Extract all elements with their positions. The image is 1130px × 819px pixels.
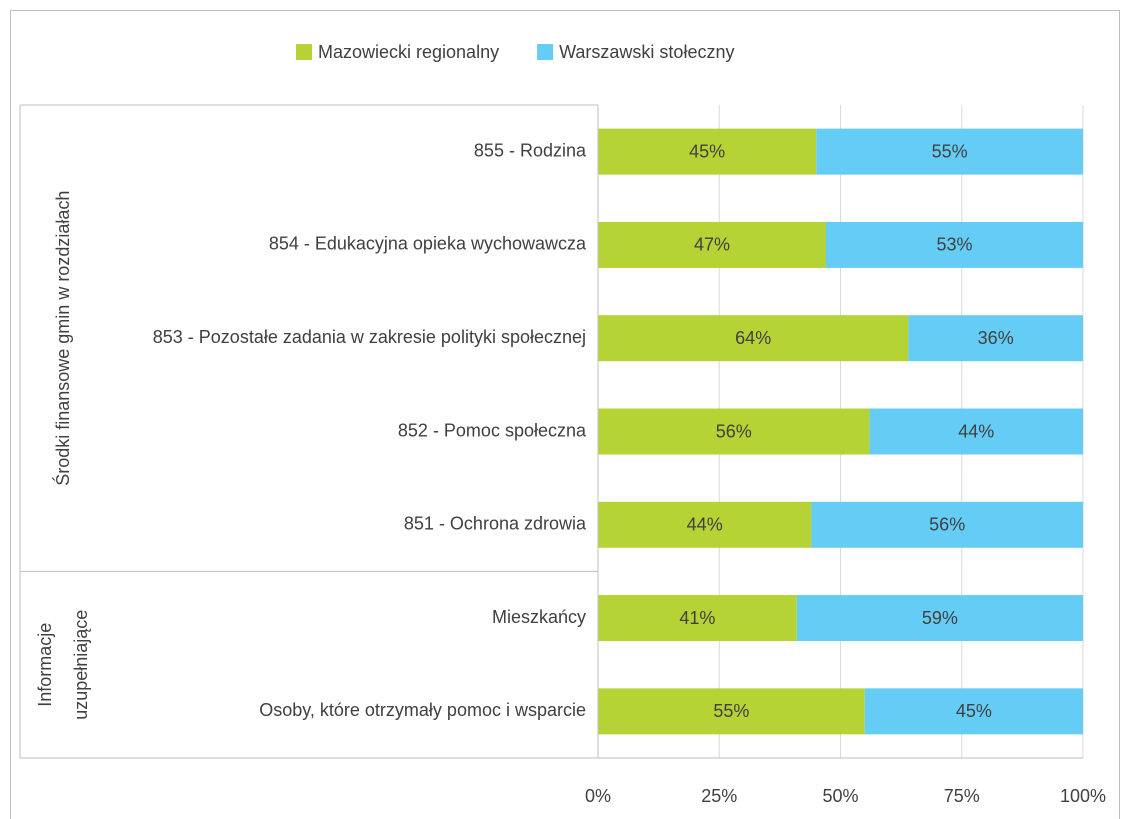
value-label: 55% — [713, 701, 749, 721]
label-line: Informacje — [35, 623, 55, 707]
value-label: 44% — [958, 421, 994, 441]
x-tick-label: 75% — [944, 786, 980, 806]
y-tick-label: 854 - Edukacyjna opieka wychowawcza — [269, 234, 587, 254]
bar-segment — [816, 128, 1083, 175]
legend-swatch — [296, 44, 312, 60]
legend-swatch — [537, 44, 554, 60]
bar-segment — [598, 128, 817, 175]
value-label: 64% — [735, 328, 771, 348]
y-tick-label: 855 - Rodzina — [474, 140, 587, 160]
bar-segment — [598, 595, 797, 642]
bar-segment — [864, 688, 1083, 735]
value-label: 45% — [956, 701, 992, 721]
value-label: 47% — [694, 235, 730, 255]
y-tick-label: Osoby, które otrzymały pomoc i wsparcie — [259, 700, 586, 720]
y-tick-label: 852 - Pomoc społeczna — [398, 420, 587, 440]
x-tick-label: 25% — [701, 786, 737, 806]
bar-segment — [598, 501, 812, 548]
bar-segment — [811, 501, 1083, 548]
x-tick-label: 100% — [1060, 786, 1106, 806]
value-label: 44% — [687, 515, 723, 535]
y-tick-label: 851 - Ochrona zdrowia — [404, 514, 587, 534]
group-label: Informacje uzupełniające — [35, 610, 91, 720]
chart-frame — [10, 10, 1120, 819]
legend-label: Warszawski stołeczny — [559, 42, 734, 62]
bar-segment — [598, 408, 870, 455]
y-tick-label: 853 - Pozostałe zadania w zakresie polit… — [153, 327, 586, 347]
bar-segment — [598, 315, 909, 362]
y-tick-label: Mieszkańcy — [492, 607, 586, 627]
bar-segment — [825, 221, 1083, 268]
label-line: uzupełniające — [71, 610, 91, 720]
value-label: 55% — [932, 141, 968, 161]
x-tick-label: 50% — [822, 786, 858, 806]
value-label: 56% — [716, 421, 752, 441]
value-label: 53% — [936, 235, 972, 255]
value-label: 45% — [689, 141, 725, 161]
bar-segment — [796, 595, 1083, 642]
value-label: 41% — [679, 608, 715, 628]
value-label: 59% — [922, 608, 958, 628]
legend-label: Mazowiecki regionalny — [318, 42, 499, 62]
bar-segment — [598, 688, 865, 735]
bar-segment — [908, 315, 1083, 362]
value-label: 56% — [929, 515, 965, 535]
x-tick-label: 0% — [585, 786, 611, 806]
bar-segment — [598, 221, 826, 268]
bar-segment — [869, 408, 1083, 455]
value-label: 36% — [978, 328, 1014, 348]
group-label: Środki finansowe gmin w rozdziałach — [52, 191, 73, 486]
